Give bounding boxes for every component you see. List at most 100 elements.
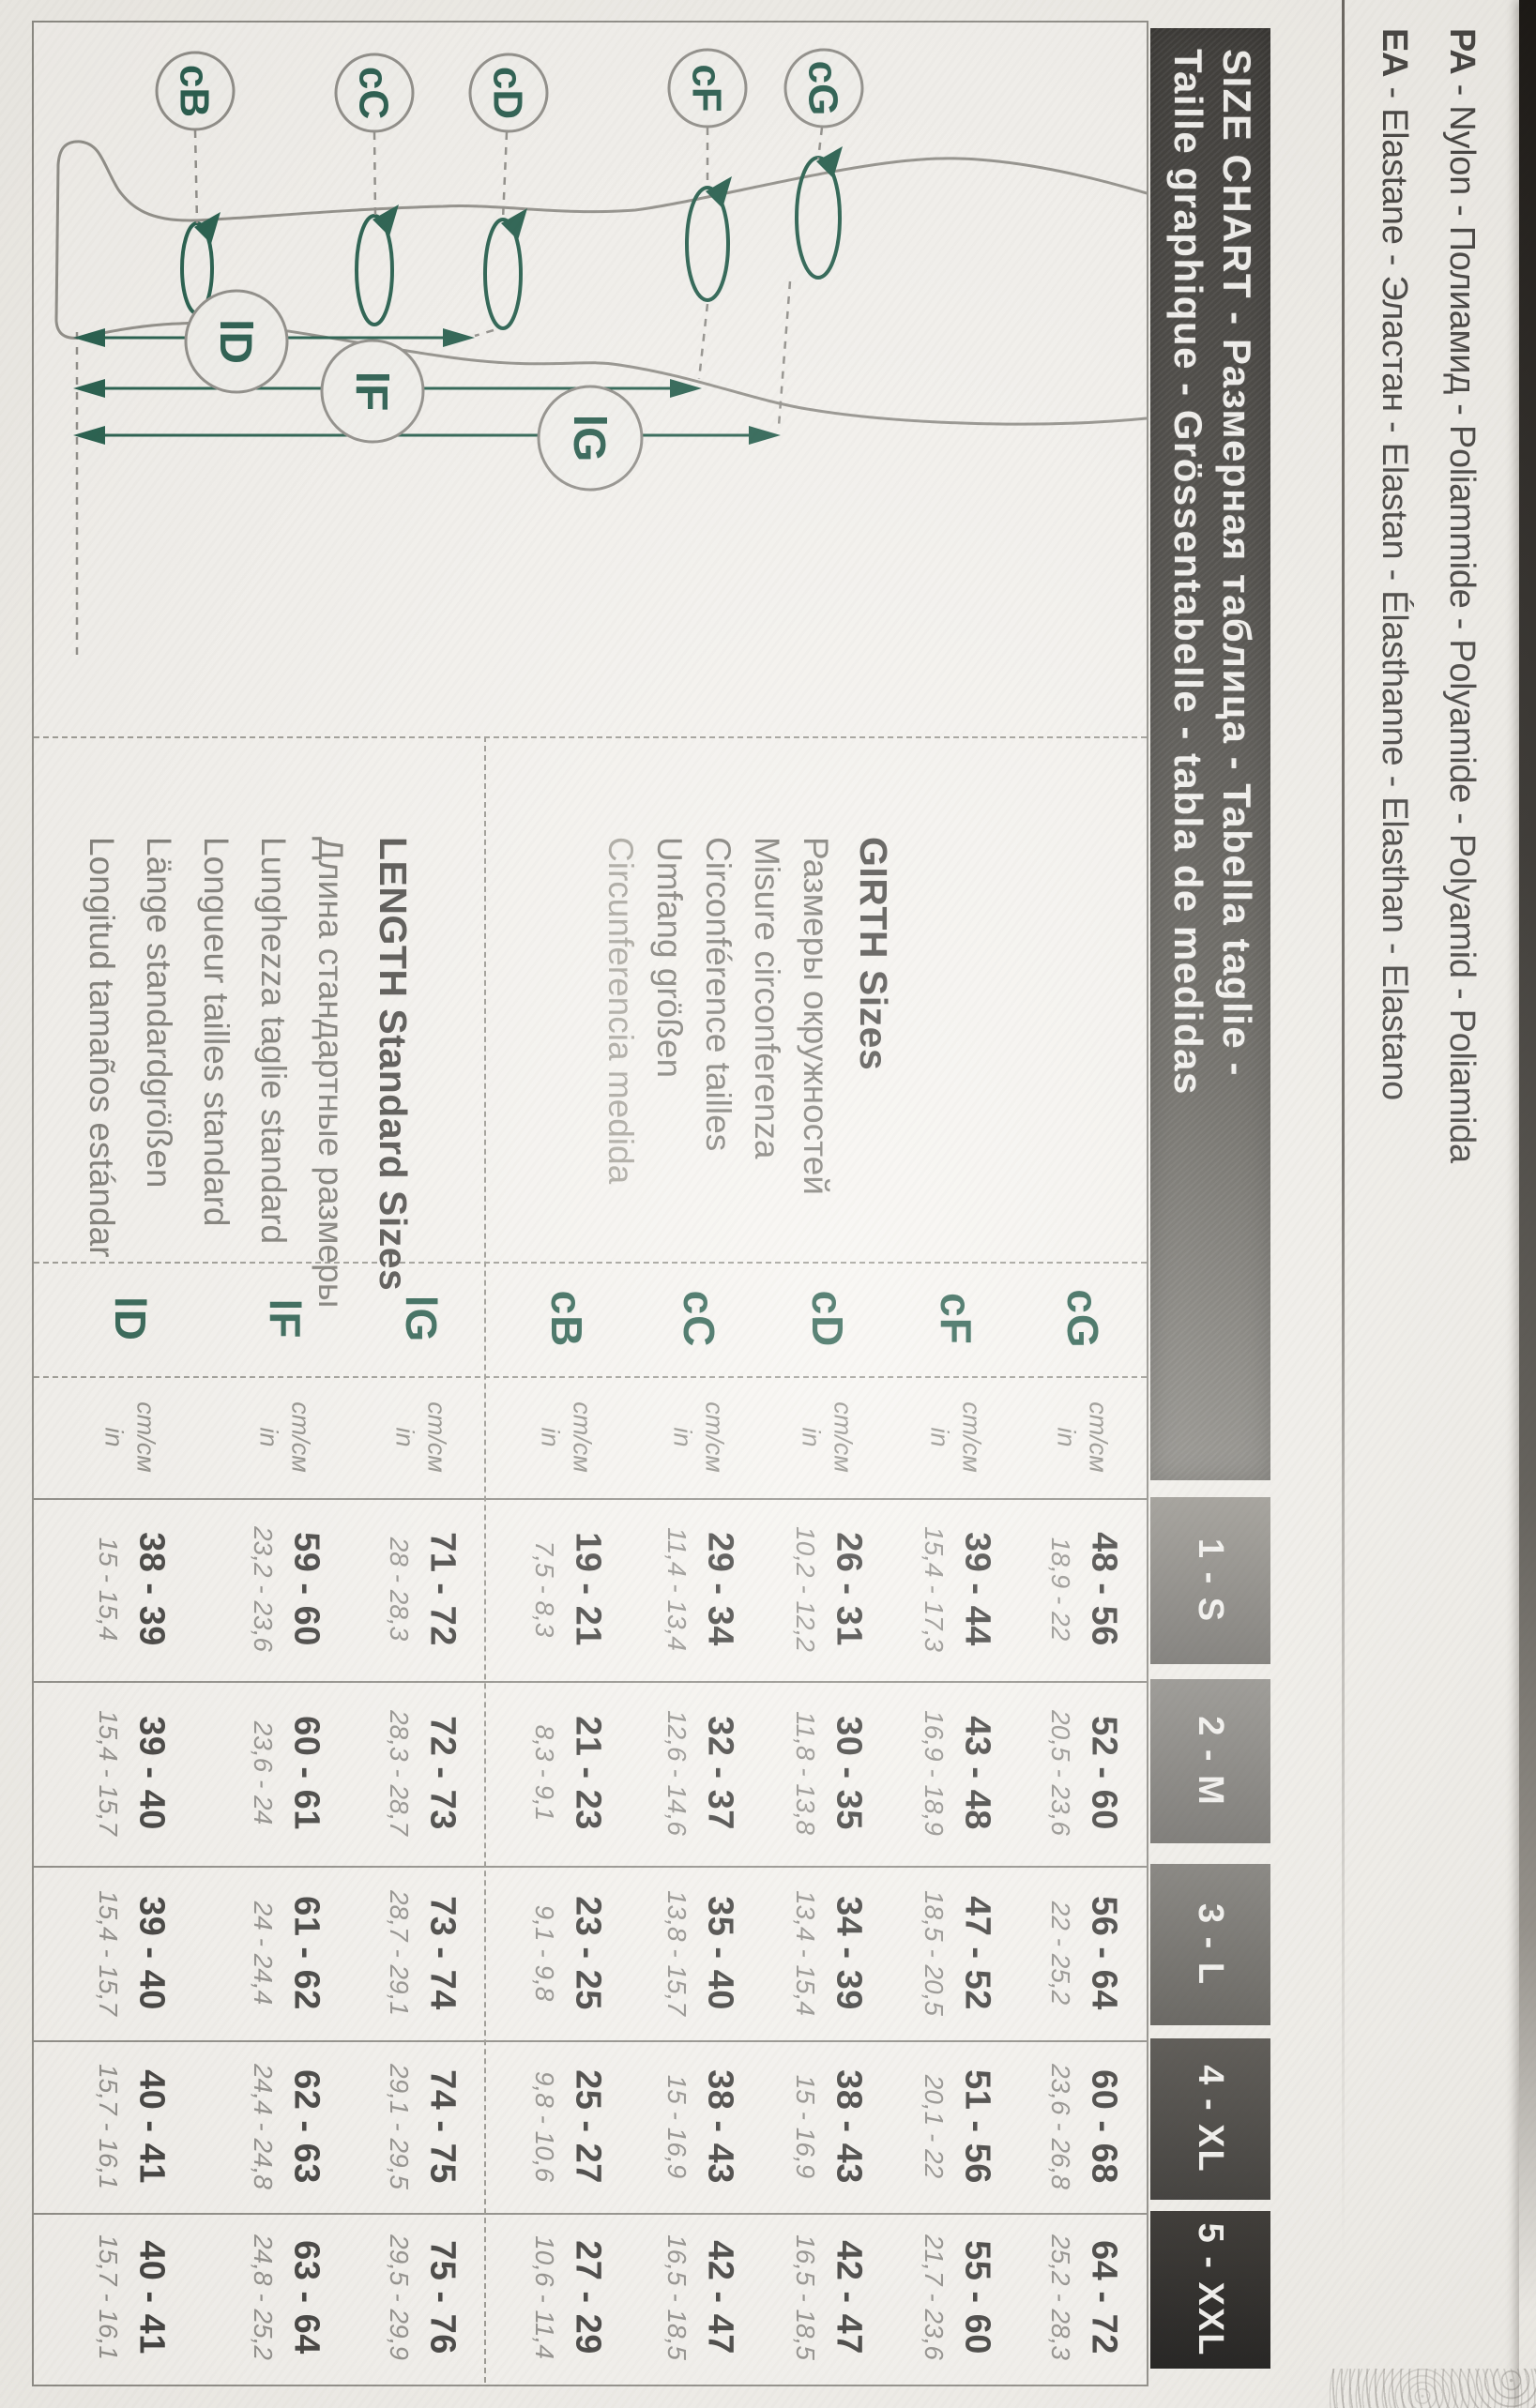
- value-cm-cB-col3: 23 - 25: [568, 1896, 608, 2010]
- diagram-label-cf: cF: [684, 64, 730, 112]
- size-chart-title-bar: SIZE CHART - Размерная таблица - Tabella…: [1150, 28, 1270, 1480]
- value-cm-cC-col3: 35 - 40: [700, 1896, 740, 2010]
- girth-line-es: Circunferencia medida: [601, 837, 640, 1185]
- circle-cc: [334, 53, 415, 133]
- size-header-3: 3 - L: [1150, 1864, 1270, 2025]
- unit-cm-lD: cm/cм: [131, 1401, 160, 1473]
- girth-line-it: Misure circonferenza: [748, 837, 786, 1159]
- length-sizes-block: LENGTH Standard Sizes Длина стандартные …: [73, 837, 415, 1308]
- value-cm-lD-col3: 39 - 40: [131, 1896, 172, 2010]
- value-cm-cB-col2: 21 - 23: [568, 1716, 608, 1830]
- length-line-es: Longitud tamaños estándar: [83, 837, 121, 1258]
- value-cm-cF-col2: 43 - 48: [957, 1716, 997, 1830]
- circle-cd: [468, 53, 549, 133]
- unit-in-lF: in: [254, 1427, 283, 1447]
- fold-crease-line: [1342, 0, 1345, 2408]
- value-in-cB-col2: 8,3 - 9,1: [530, 1724, 559, 1822]
- value-in-lG-col4: 29,1 - 29,5: [385, 2064, 414, 2189]
- value-in-lD-col3: 15,4 - 15,7: [94, 1890, 123, 2016]
- value-in-cC-col1: 11,4 - 13,4: [662, 1527, 692, 1651]
- diagram-label-cc: cC: [351, 67, 397, 119]
- girth-sizes-block: GIRTH Sizes Размеры окружностей Misure c…: [596, 837, 895, 1195]
- unit-in-lG: in: [390, 1427, 419, 1447]
- unit-in-cF: in: [925, 1427, 954, 1447]
- value-cm-cB-col4: 25 - 27: [568, 2069, 608, 2184]
- dashed-guides: [75, 127, 824, 660]
- unit-cm-cG: cm/cм: [1084, 1401, 1113, 1473]
- length-arrowheads: [73, 328, 781, 445]
- value-cm-lG-col5: 75 - 76: [422, 2240, 463, 2355]
- value-in-cC-col4: 15 - 16,9: [662, 2074, 692, 2179]
- value-in-cB-col3: 9,1 - 9,8: [530, 1904, 559, 2002]
- value-in-cG-col3: 22 - 25,2: [1046, 1901, 1075, 2006]
- size-header-5: 5 - XXL: [1150, 2211, 1270, 2369]
- value-in-cF-col1: 15,4 - 17,3: [920, 1526, 949, 1652]
- value-cm-cD-col2: 30 - 35: [829, 1716, 869, 1830]
- value-in-cC-col2: 12,6 - 14,6: [662, 1710, 692, 1836]
- value-cm-lF-col2: 60 - 61: [286, 1716, 327, 1830]
- value-in-cF-col2: 16,9 - 18,9: [920, 1710, 949, 1836]
- value-cm-cD-col4: 38 - 43: [829, 2069, 869, 2184]
- divider-xl-xxl: [34, 2213, 1147, 2215]
- value-cm-lD-col1: 38 - 39: [131, 1532, 172, 1646]
- unit-cm-cB: cm/cм: [568, 1401, 597, 1473]
- circle-cb: [155, 51, 236, 131]
- divider-l-xl: [34, 2040, 1147, 2042]
- row-label-cD: cD: [803, 1290, 852, 1348]
- value-cm-cC-col2: 32 - 37: [700, 1716, 740, 1830]
- length-title: LENGTH Standard Sizes: [372, 837, 415, 1292]
- scan-noise: [1330, 2369, 1536, 2408]
- circle-lg: [537, 385, 644, 492]
- value-cm-cF-col3: 47 - 52: [957, 1896, 997, 2010]
- value-in-cC-col5: 16,5 - 18,5: [662, 2234, 692, 2360]
- value-in-cD-col4: 15 - 16,9: [791, 2074, 820, 2179]
- value-cm-cG-col5: 64 - 72: [1084, 2240, 1124, 2355]
- value-in-lG-col5: 29,5 - 29,9: [385, 2234, 414, 2360]
- unit-in-cG: in: [1052, 1427, 1081, 1447]
- value-in-lF-col2: 23,6 - 24: [249, 1720, 278, 1825]
- value-in-cB-col1: 7,5 - 8,3: [530, 1540, 559, 1638]
- circle-lf: [320, 339, 425, 444]
- girth-ellipse-cd: [483, 218, 523, 330]
- divider-girth-length: [484, 736, 486, 2383]
- label-circles: [155, 48, 864, 492]
- value-in-lF-col5: 24,8 - 25,2: [249, 2234, 278, 2360]
- value-cm-cG-col1: 48 - 56: [1084, 1532, 1124, 1646]
- size-table: cG cF cD cC cB lG lF lD GIRTH Sizes Разм…: [32, 21, 1148, 2386]
- diagram-label-lf: lF: [346, 371, 396, 412]
- value-cm-cC-col5: 42 - 47: [700, 2240, 740, 2355]
- value-cm-lD-col2: 39 - 40: [131, 1716, 172, 1830]
- value-cm-lG-col3: 73 - 74: [422, 1896, 463, 2010]
- row-label-lF: lF: [261, 1298, 310, 1340]
- row-label-lD: lD: [106, 1296, 155, 1341]
- title-bar-text: SIZE CHART - Размерная таблица - Tabella…: [1163, 49, 1261, 1096]
- length-line-fr: Longueur tailles standard: [197, 837, 236, 1227]
- value-in-lF-col1: 23,2 - 23,6: [249, 1526, 278, 1652]
- circle-ld: [184, 289, 289, 394]
- value-in-cD-col5: 16,5 - 18,5: [791, 2234, 820, 2360]
- value-in-cG-col1: 18,9 - 22: [1046, 1537, 1075, 1642]
- value-in-cD-col1: 10,2 - 12,2: [791, 1526, 820, 1652]
- material-line-pa: PA - Nylon - Полиамид - Poliammide - Pol…: [1441, 28, 1482, 1163]
- value-in-cF-col5: 21,7 - 23,6: [920, 2234, 949, 2360]
- row-label-cB: cB: [542, 1290, 591, 1348]
- value-cm-lF-col3: 61 - 62: [286, 1896, 327, 2010]
- value-in-lD-col2: 15,4 - 15,7: [94, 1710, 123, 1836]
- unit-cm-lG: cm/cм: [422, 1401, 451, 1473]
- girth-ellipse-cc: [355, 214, 394, 326]
- title-line-1: SIZE CHART - Размерная таблица - Tabella…: [1215, 49, 1259, 1077]
- size-header-2: 2 - M: [1150, 1679, 1270, 1843]
- value-cm-cG-col3: 56 - 64: [1084, 1896, 1124, 2010]
- value-in-cD-col3: 13,4 - 15,4: [791, 1890, 820, 2016]
- girth-line-fr: Circonférence tailles: [699, 837, 738, 1152]
- value-in-cB-col4: 9,8 - 10,6: [530, 2070, 559, 2183]
- length-line-it: Lunghezza taglie standard: [254, 837, 293, 1245]
- value-in-lF-col3: 24 - 24,4: [249, 1901, 278, 2006]
- unit-in-cD: in: [797, 1427, 826, 1447]
- value-in-cF-col3: 18,5 - 20,5: [920, 1890, 949, 2016]
- material-names-pa: - Nylon - Полиамид - Poliammide - Polyam…: [1442, 74, 1482, 1163]
- diagram-label-cd: cD: [485, 67, 531, 119]
- length-line-ru: Длина стандартные размеры: [312, 837, 350, 1309]
